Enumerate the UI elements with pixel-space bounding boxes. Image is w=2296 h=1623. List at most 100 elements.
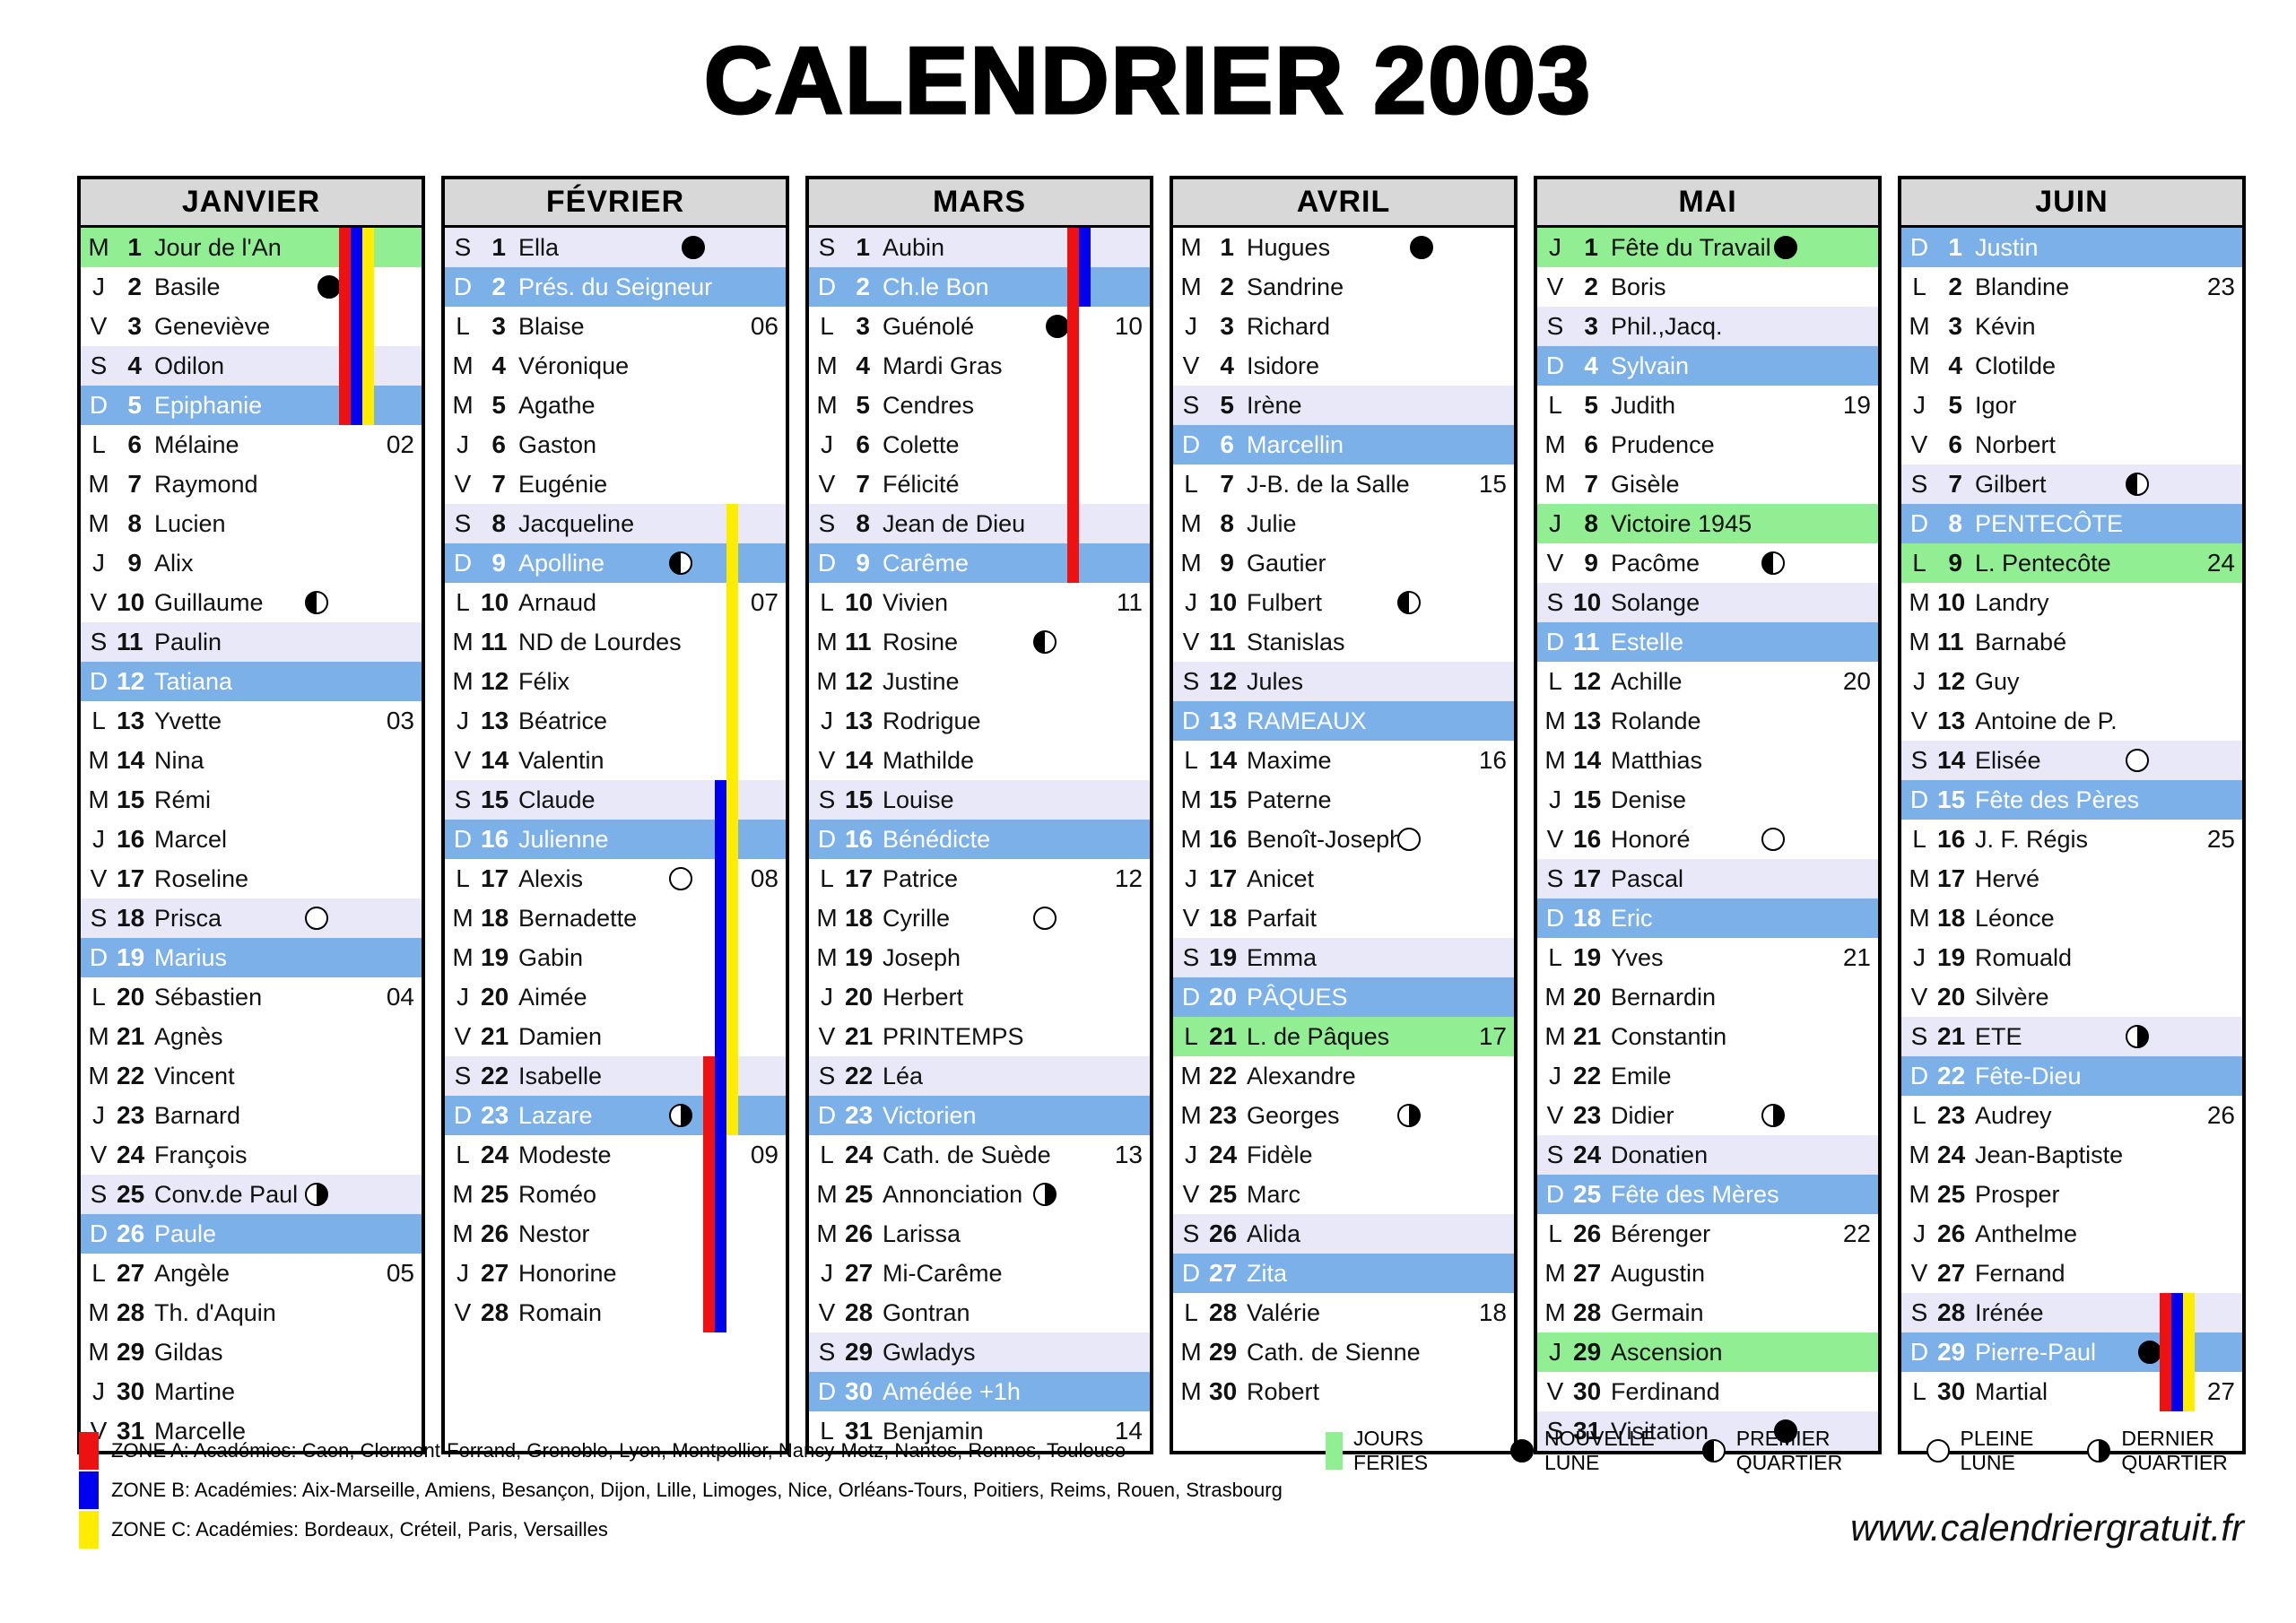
zone-c-bar <box>726 898 738 938</box>
new-moon-icon <box>1774 1419 1797 1443</box>
week-number: 15 <box>1478 470 1507 498</box>
day-number: 27 <box>117 1259 145 1287</box>
day-number: 22 <box>481 1062 509 1089</box>
zone-b-bar <box>715 1135 726 1175</box>
zone-c-bar <box>2183 1332 2195 1372</box>
day-number: 10 <box>117 588 145 616</box>
day-name: Pacôme <box>1611 550 1700 577</box>
day-letter: S <box>818 1062 836 1089</box>
day-letter: V <box>818 746 836 774</box>
last-quarter-icon <box>1761 1104 1785 1127</box>
week-number: 10 <box>1114 312 1143 340</box>
day-row: V 24 François <box>81 1135 422 1175</box>
day-letter: M <box>452 628 474 655</box>
day-number: 8 <box>1220 509 1234 537</box>
day-number: 19 <box>845 943 874 971</box>
day-name: Th. d'Aquin <box>154 1299 276 1326</box>
day-letter: S <box>90 352 108 379</box>
day-name: Honorine <box>518 1260 617 1287</box>
day-name: Rosine <box>883 629 959 655</box>
day-number: 24 <box>117 1141 145 1168</box>
day-row: V 30 Ferdinand <box>1537 1372 1878 1411</box>
day-number: 5 <box>127 391 142 419</box>
day-letter: M <box>1544 470 1566 498</box>
day-number: 23 <box>481 1101 509 1129</box>
day-name: Blandine <box>1975 273 2070 300</box>
day-row: M 22 Alexandre <box>1173 1056 1514 1096</box>
day-name: Patrice <box>883 865 959 892</box>
day-row: S 22 Isabelle <box>445 1056 786 1096</box>
day-number: 1 <box>1584 233 1598 261</box>
day-name: Odilon <box>154 352 225 379</box>
day-name: Gabin <box>518 944 584 971</box>
day-letter: L <box>820 1141 834 1168</box>
day-name: Robert <box>1247 1378 1320 1405</box>
website-link[interactable]: www.calendriergratuit.fr <box>1850 1506 2244 1549</box>
zone-a-color-chip <box>79 1432 99 1470</box>
day-letter: D <box>453 549 473 577</box>
day-number: 13 <box>117 707 145 734</box>
day-row: S 8 Jean de Dieu <box>809 504 1150 543</box>
day-letter: V <box>1182 352 1200 379</box>
day-row: M 11 Barnabé <box>1901 622 2242 662</box>
day-name: Valérie <box>1247 1299 1321 1326</box>
day-name: Gautier <box>1247 550 1326 577</box>
day-number: 6 <box>1220 430 1234 458</box>
day-row: L 9 L. Pentecôte 24 <box>1901 543 2242 583</box>
day-row: S 19 Emma <box>1173 938 1514 977</box>
day-letter: M <box>1544 1298 1566 1326</box>
day-number: 16 <box>1573 825 1602 853</box>
day-name: Joseph <box>883 944 961 971</box>
day-row: L 24 Modeste 09 <box>445 1135 786 1175</box>
day-letter: V <box>90 864 108 892</box>
new-moon-label: NOUVELLE LUNE <box>1544 1427 1655 1474</box>
day-letter: M <box>1544 1022 1566 1050</box>
day-name: Pierre-Paul <box>1975 1339 2097 1366</box>
day-name: Germain <box>1611 1299 1704 1326</box>
day-letter: V <box>1910 707 1928 734</box>
day-row: L 28 Valérie 18 <box>1173 1293 1514 1332</box>
day-letter: J <box>92 549 105 577</box>
zone-b-bar <box>715 977 726 1017</box>
week-number: 07 <box>750 588 778 616</box>
day-name: Aubin <box>883 234 945 261</box>
day-row: J 2 Basile <box>81 267 422 307</box>
day-number: 20 <box>481 983 509 1011</box>
day-number: 12 <box>1209 667 1238 695</box>
day-name: Jour de l'An <box>154 234 282 261</box>
day-row: J 22 Emile <box>1537 1056 1878 1096</box>
week-number: 03 <box>386 707 414 734</box>
day-number: 24 <box>1209 1141 1238 1168</box>
day-name: Raymond <box>154 471 258 498</box>
week-number: 08 <box>750 864 778 892</box>
day-letter: J <box>821 707 833 734</box>
day-name: Damien <box>518 1023 603 1050</box>
day-letter: D <box>1181 430 1201 458</box>
zone-c-bar <box>726 1017 738 1056</box>
day-number: 25 <box>1209 1180 1238 1208</box>
zone-a-bar <box>1067 267 1079 307</box>
day-number: 21 <box>1209 1022 1238 1050</box>
day-number: 15 <box>845 785 874 813</box>
day-name: Tatiana <box>154 668 233 695</box>
day-letter: V <box>1182 628 1200 655</box>
day-letter: V <box>818 1298 836 1326</box>
day-row: D 23 Victorien <box>809 1096 1150 1135</box>
day-name: Lazare <box>518 1102 593 1129</box>
day-row: M 19 Gabin <box>445 938 786 977</box>
day-name: Gilbert <box>1975 471 2047 498</box>
day-row: V 3 Geneviève <box>81 307 422 346</box>
day-letter: M <box>1909 588 1930 616</box>
day-number: 22 <box>845 1062 874 1089</box>
day-row: M 2 Sandrine <box>1173 267 1514 307</box>
day-name: Estelle <box>1611 629 1684 655</box>
month-header: FÉVRIER <box>445 179 786 228</box>
day-row: L 3 Guénolé 10 <box>809 307 1150 346</box>
day-row: D 16 Bénédicte <box>809 820 1150 859</box>
day-name: Marcellin <box>1247 431 1344 458</box>
day-name: Didier <box>1611 1102 1674 1129</box>
day-letter: M <box>816 391 838 419</box>
day-letter: M <box>1180 549 1202 577</box>
zone-a-bar <box>1067 307 1079 346</box>
day-letter: D <box>1545 352 1565 379</box>
